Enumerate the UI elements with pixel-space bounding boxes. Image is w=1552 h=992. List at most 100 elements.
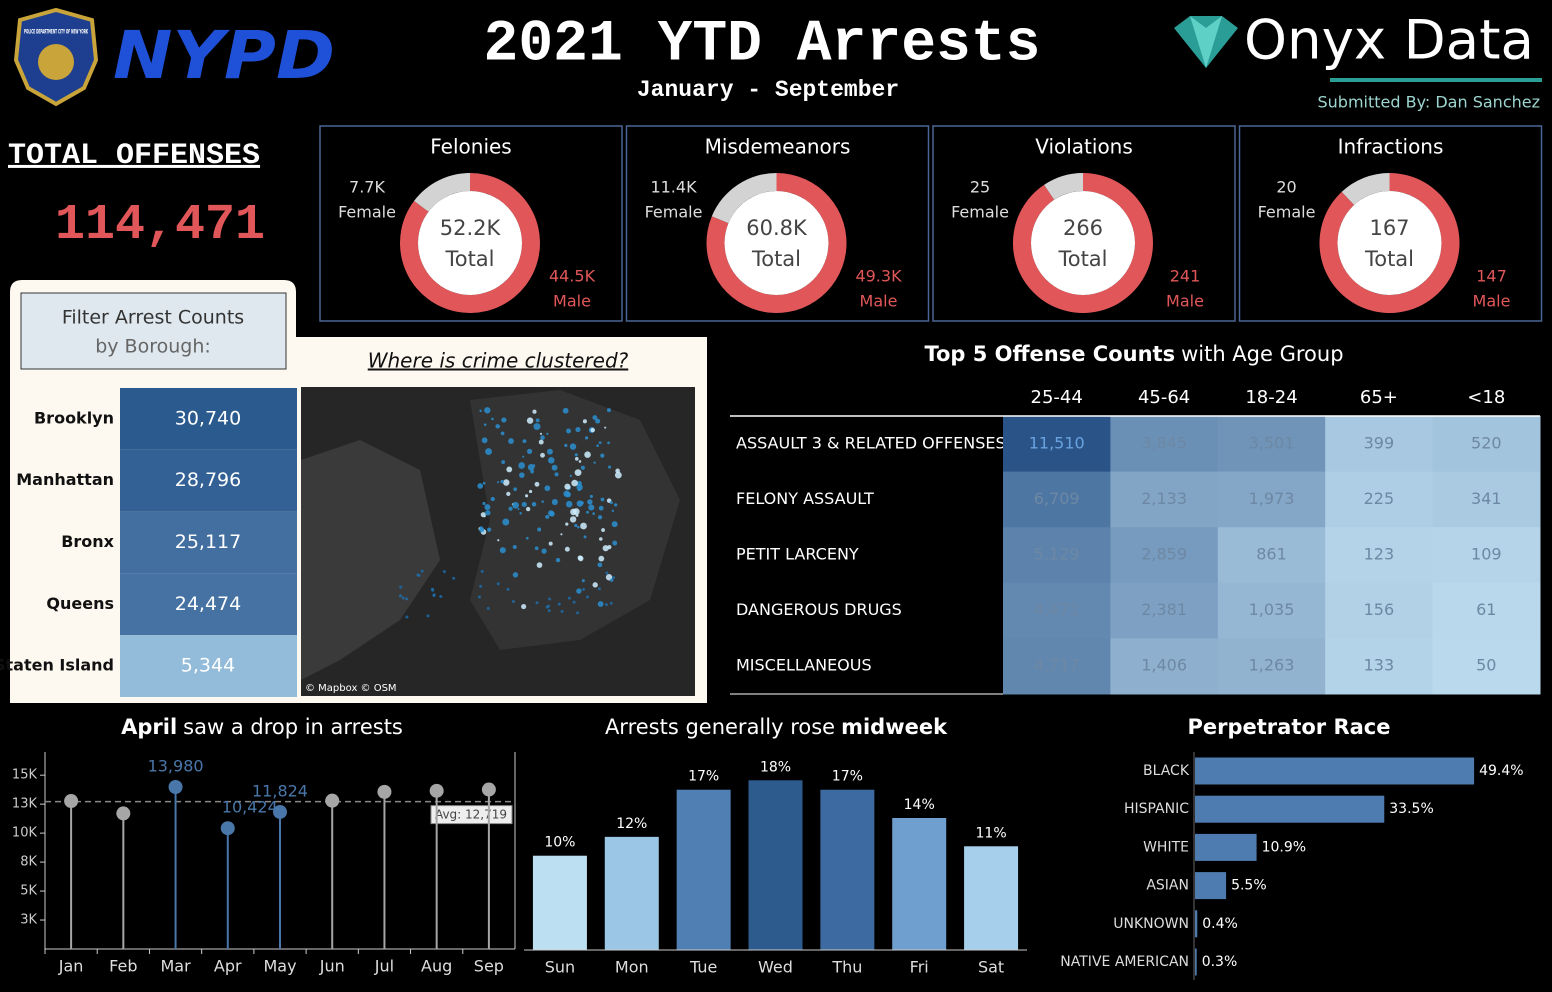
cell-label: 123 — [1364, 545, 1395, 564]
map-dot — [484, 407, 491, 414]
x-tick-label: Jul — [374, 957, 394, 976]
cell-label: 3,501 — [1249, 433, 1295, 452]
x-tick-label: Feb — [109, 957, 137, 976]
map-dot — [564, 483, 571, 490]
map-dot — [551, 464, 558, 471]
map-dot — [580, 465, 585, 470]
total-label: TOTAL OFFENSES — [8, 139, 260, 173]
map-dot — [565, 500, 573, 508]
map-dot — [512, 544, 517, 549]
heat-cell — [1325, 582, 1434, 639]
map-dot — [511, 599, 515, 603]
map-dot — [506, 466, 513, 473]
donut-title: Infractions — [1338, 135, 1444, 159]
heat-cell — [1325, 416, 1434, 473]
total-value: 114,471 — [55, 197, 265, 254]
cell-label: 2,859 — [1141, 545, 1187, 564]
chart-title: Arrests generally rose midweek — [605, 715, 948, 739]
male-label: Male — [553, 292, 591, 311]
map-dot — [601, 528, 605, 532]
map-dot — [576, 588, 582, 594]
map-dot — [517, 508, 520, 511]
donut-total-text: Total — [1364, 247, 1414, 271]
heat-cell — [1217, 416, 1326, 473]
map-dot — [564, 546, 570, 552]
borough-cell[interactable] — [120, 511, 297, 574]
cell-label: 341 — [1471, 489, 1502, 508]
data-label: 5.5% — [1231, 878, 1267, 894]
heat-cell — [1325, 638, 1434, 695]
female-value: 20 — [1276, 178, 1296, 197]
map-dot — [522, 455, 525, 458]
cell-label: 133 — [1364, 656, 1395, 675]
map-dot — [609, 601, 613, 605]
map-dot — [534, 546, 539, 551]
data-label: 14% — [904, 797, 935, 813]
lollipop-head — [429, 783, 444, 798]
donut-hole — [724, 191, 829, 295]
heat-cell — [1003, 471, 1111, 528]
map-dot — [490, 496, 495, 502]
category-label: UNKNOWN — [1113, 916, 1189, 932]
male-label: Male — [1473, 292, 1511, 311]
map-dot — [497, 539, 500, 542]
bar — [748, 780, 803, 950]
map-dot — [585, 595, 589, 599]
map-dot — [608, 465, 612, 469]
heat-cell — [1217, 471, 1326, 528]
x-tick-label: Aug — [421, 957, 452, 976]
map-dot — [544, 485, 551, 492]
map-dot — [500, 431, 505, 436]
map-dot — [598, 505, 604, 511]
bar — [1195, 757, 1475, 785]
donut-title: Felonies — [430, 135, 511, 159]
map-dot — [416, 573, 420, 577]
heat-cell — [1325, 527, 1434, 584]
borough-cell[interactable] — [120, 573, 297, 636]
data-label: 49.4% — [1479, 763, 1523, 779]
map-dot — [540, 435, 545, 440]
donut-total-text: Total — [1057, 247, 1107, 271]
borough-cell[interactable] — [120, 388, 297, 450]
map-dot — [610, 578, 614, 582]
lollipop-head — [220, 821, 235, 836]
borough-value: 25,117 — [175, 531, 241, 553]
map-dot — [487, 527, 492, 532]
map-dot — [508, 506, 513, 511]
map-dot — [545, 605, 549, 609]
map-dot — [518, 462, 526, 469]
map-dot — [541, 500, 544, 503]
y-tick-label: 15K — [12, 768, 38, 783]
donut-panel — [1238, 125, 1543, 322]
map-dot — [563, 490, 570, 497]
map-dot — [592, 582, 598, 588]
male-value: 49.3K — [855, 267, 902, 286]
borough-cell[interactable] — [120, 635, 297, 697]
heat-cell — [1217, 527, 1326, 584]
donut-hole — [1337, 191, 1442, 295]
cell-label: 2,133 — [1141, 489, 1187, 508]
map-dot — [503, 479, 510, 486]
female-label: Female — [1258, 203, 1316, 222]
map-dot — [604, 426, 607, 429]
map-dot — [496, 481, 500, 484]
cell-label: 156 — [1364, 600, 1395, 619]
bar — [1195, 795, 1385, 823]
data-label: 10% — [544, 835, 575, 851]
map-dot — [590, 427, 595, 433]
map-dot — [595, 418, 601, 424]
map-dot — [479, 584, 483, 588]
map-dot — [531, 501, 537, 507]
map-dot — [540, 452, 545, 458]
borough-cell[interactable] — [120, 449, 297, 512]
heat-cell — [1110, 582, 1219, 639]
female-value: 25 — [970, 178, 990, 197]
map-dot — [592, 512, 595, 515]
map-dot — [577, 488, 581, 492]
female-label: Female — [645, 203, 703, 222]
map-dot — [398, 594, 402, 598]
filter-box — [20, 292, 287, 370]
x-tick-label: Mon — [615, 958, 649, 977]
map-dot — [576, 484, 583, 491]
